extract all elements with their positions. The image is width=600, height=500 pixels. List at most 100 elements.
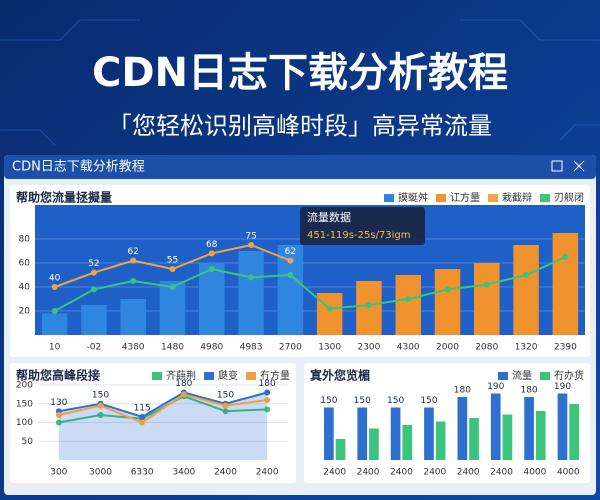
legend-label: 冇方量 — [260, 369, 290, 382]
legend-swatch — [384, 194, 394, 202]
bar — [369, 428, 379, 460]
bar — [490, 393, 501, 460]
legend-swatch — [152, 372, 162, 380]
bar — [395, 275, 421, 335]
data-label: 115 — [134, 403, 151, 413]
page-subtitle: 「您轻松识别高峰时段」高异常流量 — [108, 112, 492, 140]
x-tick-label: 4000 — [523, 468, 546, 478]
x-tick-label: 1480 — [161, 343, 184, 353]
data-label: 52 — [88, 259, 99, 269]
bar — [569, 404, 579, 460]
point — [444, 286, 451, 293]
bar — [199, 263, 225, 335]
point — [97, 402, 104, 409]
chart-title: 帮助您高峰段接 — [16, 368, 100, 383]
data-label: 150 — [420, 396, 437, 406]
bar — [469, 418, 479, 460]
point — [222, 402, 229, 409]
y-tick-label: 50 — [22, 437, 34, 447]
bar — [424, 407, 434, 460]
bar — [390, 407, 401, 460]
point — [365, 302, 372, 308]
x-tick-label: 2400 — [490, 468, 513, 478]
data-label: 180 — [521, 386, 538, 396]
y-tick-label: 200 — [16, 381, 33, 391]
legend-label: 瓞变 — [218, 369, 238, 382]
legend-label: 栽截辩 — [502, 191, 532, 204]
bar — [434, 269, 461, 335]
point — [90, 269, 97, 276]
point — [180, 391, 187, 398]
bar — [502, 414, 513, 460]
data-label: 150 — [387, 396, 404, 406]
data-label: 150 — [217, 390, 234, 400]
point — [523, 272, 530, 278]
bar — [513, 245, 539, 335]
legend-label: 讧方量 — [450, 191, 480, 204]
bar — [402, 425, 413, 460]
page-title: CDN日志下载分析教程 — [92, 50, 508, 96]
point — [483, 281, 490, 288]
x-tick-label: 2300 — [357, 343, 380, 353]
x-tick-label: -02 — [87, 343, 102, 353]
point — [562, 254, 569, 260]
data-label: 150 — [320, 396, 337, 406]
x-tick-label: 1300 — [318, 343, 341, 353]
x-tick-label: 300 — [50, 468, 67, 478]
x-tick-label: 2400 — [214, 468, 237, 478]
point — [51, 284, 58, 290]
point — [287, 272, 294, 278]
data-label: 40 — [49, 274, 61, 284]
x-tick-label: 4983 — [240, 343, 263, 353]
legend-swatch — [204, 372, 214, 380]
data-label: 62 — [285, 247, 296, 257]
point — [97, 412, 104, 418]
point — [405, 296, 412, 302]
x-tick-label: 2400 — [357, 468, 380, 478]
data-label: 55 — [167, 256, 178, 266]
bar — [435, 421, 446, 460]
x-tick-label: 2400 — [457, 468, 480, 478]
legend-swatch — [436, 194, 446, 202]
window-title: CDN日志下载分析教程 — [12, 159, 145, 175]
bar — [357, 407, 368, 460]
legend-swatch — [488, 194, 498, 202]
point — [139, 413, 146, 420]
point — [139, 419, 146, 426]
data-label: 180 — [175, 379, 192, 389]
x-tick-label: 2700 — [279, 343, 302, 353]
point — [287, 257, 294, 264]
point — [264, 397, 271, 403]
point — [326, 305, 333, 312]
bar — [535, 411, 546, 460]
data-label: 68 — [206, 240, 218, 250]
y-tick-label: 150 — [16, 399, 33, 409]
x-tick-label: 4000 — [557, 468, 580, 478]
bar — [335, 439, 346, 460]
bar — [552, 233, 579, 335]
data-label: 190 — [487, 382, 504, 392]
x-tick-label: 2400 — [390, 468, 413, 478]
legend-swatch — [498, 372, 508, 380]
chart-title: 帮助您流量拯擬量 — [16, 190, 112, 205]
bar — [474, 263, 500, 335]
x-tick-label: 4300 — [397, 343, 420, 353]
legend-label: 齐蕻荆 — [166, 369, 196, 382]
point — [130, 278, 137, 284]
bar — [120, 299, 146, 335]
x-tick-label: 2080 — [475, 343, 498, 353]
data-label: 75 — [245, 232, 256, 242]
data-label: 190 — [554, 382, 571, 392]
x-tick-label: 3400 — [172, 468, 195, 478]
x-tick-label: 2400 — [256, 468, 279, 478]
tooltip-text: 451-119s-25s/73igm — [307, 230, 411, 241]
point — [169, 284, 176, 290]
x-tick-label: 6330 — [131, 468, 154, 478]
point — [222, 408, 229, 415]
point — [264, 389, 271, 396]
maximize-button[interactable] — [551, 160, 563, 172]
close-button[interactable] — [573, 160, 585, 172]
point — [169, 266, 176, 272]
